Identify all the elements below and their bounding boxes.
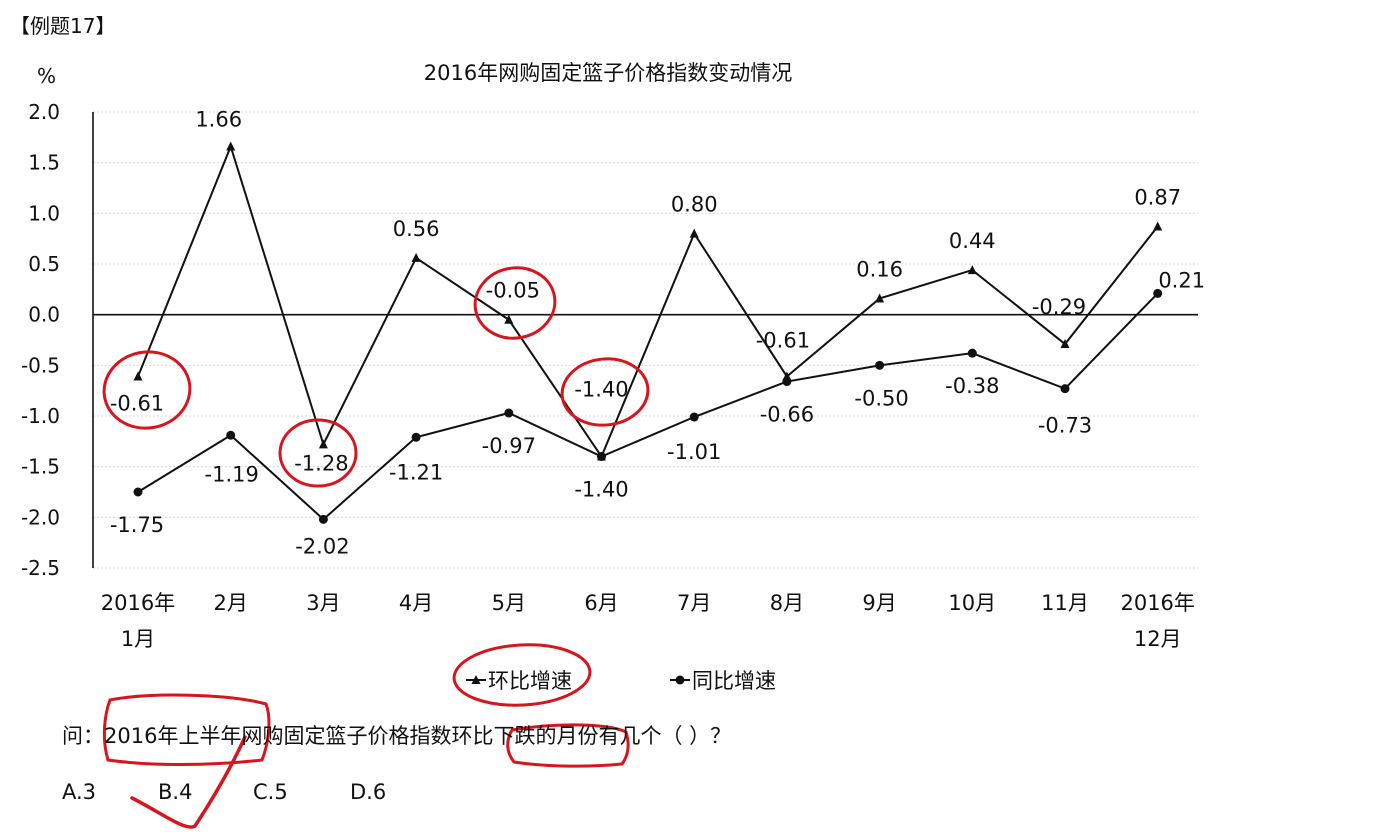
data-label-series-1: 0.44	[949, 229, 996, 253]
annotation-circle	[102, 350, 192, 430]
handwritten-annotations	[102, 266, 650, 829]
data-label-series-1: 0.16	[856, 257, 903, 281]
x-tick-label: 8月	[770, 591, 804, 615]
annotation-box	[506, 723, 630, 768]
series-1-point	[1060, 339, 1070, 349]
series-2-point	[967, 348, 977, 358]
series-2-point	[411, 432, 421, 442]
legend-marker-circle	[675, 675, 685, 685]
data-label-series-2: -0.73	[1038, 414, 1092, 438]
data-label-series-1: 0.87	[1134, 186, 1181, 210]
y-tick-label: 2.0	[28, 100, 60, 124]
y-tick-label: -2.5	[21, 556, 60, 580]
series-2-point	[1060, 384, 1070, 394]
x-tick-label: 11月	[1041, 591, 1089, 615]
data-label-series-2: -1.19	[205, 462, 259, 486]
example-label: 【例题17】	[10, 14, 116, 38]
series-2-point	[689, 412, 699, 422]
data-label-series-2: 0.21	[1158, 268, 1205, 292]
data-label-series-1: -0.29	[1032, 295, 1086, 319]
option-a[interactable]: A.3	[62, 780, 97, 804]
x-tick-label: 2016年	[101, 591, 175, 615]
series-1-point	[967, 265, 977, 275]
legend-marker-triangle	[471, 675, 481, 684]
question-text: 问：2016年上半年网购固定篮子价格指数环比下跌的月份有几个（ ）？	[62, 724, 732, 748]
series-2-point	[1153, 288, 1163, 298]
data-label-series-2: -1.40	[574, 478, 628, 502]
annotation-circle	[278, 418, 358, 488]
data-label-series-2: -1.75	[110, 513, 164, 537]
annotation-checkmark	[130, 735, 247, 829]
series-2-point	[226, 430, 236, 440]
data-label-series-1: 0.56	[393, 217, 440, 241]
series-1-point	[689, 228, 699, 238]
y-tick-label: -1.0	[21, 404, 60, 428]
data-label-series-1: 0.80	[671, 193, 718, 217]
y-tick-label: -1.5	[21, 455, 60, 479]
series-2-point	[782, 377, 792, 387]
legend-label: 同比增速	[692, 669, 776, 693]
x-tick-label: 4月	[399, 591, 433, 615]
x-tick-label: 2016年	[1120, 591, 1194, 615]
series-1-point	[875, 293, 885, 303]
series-lines	[133, 141, 1163, 524]
y-tick-label: 1.5	[28, 151, 60, 175]
axes: 2.0 1.5 1.0 0.5 0.0 -0.5 -1.0 -1.5 -2.0 -2.5 2016年…	[21, 100, 1198, 651]
y-tick-label: -2.0	[21, 505, 60, 529]
series-1-point	[411, 252, 421, 262]
y-tick-label: 0.5	[28, 252, 60, 276]
x-tick-label: 12月	[1134, 627, 1182, 651]
x-tick-label: 9月	[862, 591, 896, 615]
data-label-series-2: -1.01	[667, 440, 721, 464]
series-1-point	[133, 371, 143, 381]
legend-label: 环比增速	[488, 669, 572, 693]
x-tick-label: 6月	[584, 591, 618, 615]
data-label-series-2: -2.02	[295, 534, 349, 558]
data-label-series-1: -1.28	[294, 451, 348, 475]
y-tick-label: 1.0	[28, 201, 60, 225]
gridlines	[93, 111, 1198, 569]
series-1-point	[226, 141, 236, 151]
x-tick-label: 7月	[677, 591, 711, 615]
y-axis-unit: %	[37, 64, 56, 88]
option-d[interactable]: D.6	[350, 780, 387, 804]
data-label-series-1: 1.66	[195, 107, 242, 131]
series-2-point	[133, 487, 143, 497]
data-label-series-2: -0.66	[760, 403, 814, 427]
x-tick-label: 3月	[306, 591, 340, 615]
data-label-series-2: -0.50	[854, 386, 908, 410]
data-label-series-2: -0.97	[482, 434, 536, 458]
data-label-series-1: -0.61	[110, 391, 164, 415]
series-1-point	[504, 314, 514, 324]
series-2-point	[875, 360, 885, 370]
x-tick-label: 1月	[121, 627, 155, 651]
option-b[interactable]: B.4	[158, 780, 193, 804]
data-label-series-1: -0.61	[756, 328, 810, 352]
x-tick-label: 10月	[948, 591, 996, 615]
series-1-point	[1153, 221, 1163, 231]
series-line-2	[137, 292, 1159, 521]
series-line-1	[137, 143, 1159, 459]
annotation-circle	[452, 643, 592, 707]
series-2-point	[504, 408, 514, 418]
annotation-circle	[473, 266, 557, 340]
annotation-circle	[560, 357, 650, 427]
chart-title: 2016年网购固定篮子价格指数变动情况	[424, 61, 792, 85]
data-label-series-2: -1.21	[389, 460, 443, 484]
data-label-series-1: -1.40	[574, 378, 628, 402]
data-label-series-1: -0.05	[486, 279, 540, 303]
x-tick-label: 2月	[214, 591, 248, 615]
x-tick-label: 5月	[492, 591, 526, 615]
series-2-point	[318, 514, 328, 524]
data-label-series-2: -0.38	[945, 374, 999, 398]
series-2-point	[597, 452, 606, 462]
series-1-point	[318, 439, 328, 449]
y-tick-label: -0.5	[21, 353, 60, 377]
option-c[interactable]: C.5	[253, 780, 288, 804]
legend: 环比增速 同比增速	[466, 669, 776, 693]
data-labels: -0.61 1.66 -1.28 0.56 -0.05 -1.40 0.80 -0.61 0.1…	[110, 107, 1205, 558]
y-tick-label: 0.0	[28, 303, 60, 327]
annotation-box	[102, 693, 271, 766]
